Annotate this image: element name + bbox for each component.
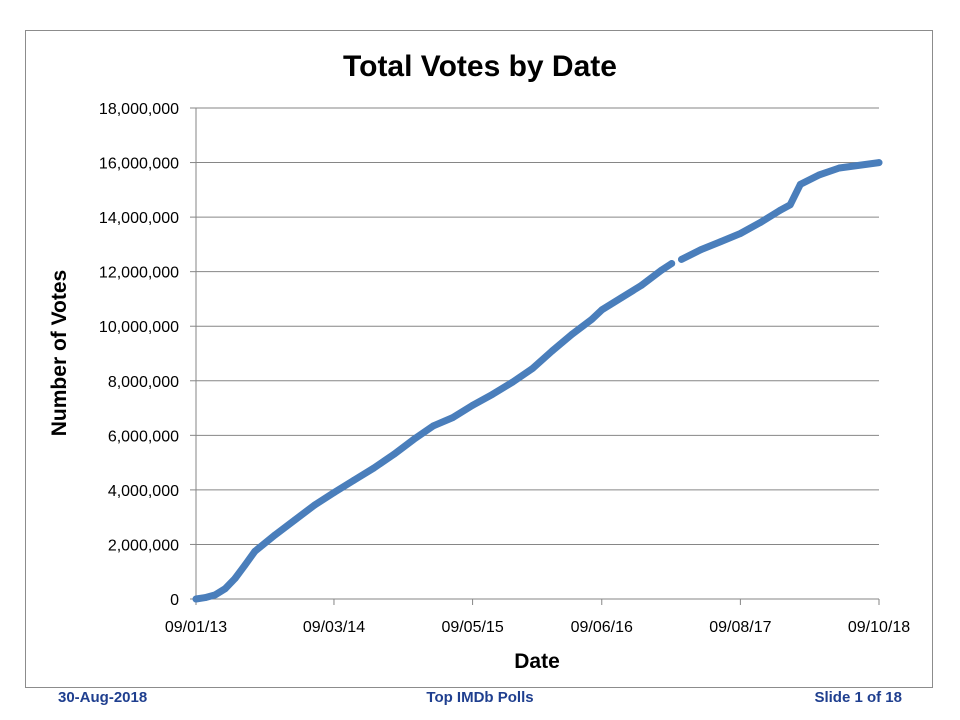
data-point xyxy=(221,585,229,592)
x-tick-label: 09/06/16 xyxy=(571,619,633,636)
data-point xyxy=(786,201,794,209)
x-axis-tick-labels: 09/01/13 09/03/14 09/05/15 09/06/16 09/08/17… xyxy=(165,619,910,636)
y-tick-label: 6,000,000 xyxy=(108,428,179,445)
data-point xyxy=(330,489,338,496)
data-point xyxy=(311,501,319,509)
data-point xyxy=(548,347,556,355)
data-point xyxy=(211,591,219,599)
y-tick-label: 8,000,000 xyxy=(108,374,179,391)
data-point xyxy=(678,256,685,263)
footer-date: 30-Aug-2018 xyxy=(58,689,148,706)
data-point xyxy=(251,547,259,555)
y-tick-label: 12,000,000 xyxy=(99,265,179,282)
data-point xyxy=(638,281,645,289)
data-point xyxy=(816,171,823,179)
data-point xyxy=(231,575,239,582)
data-point xyxy=(737,230,744,237)
y-axis-label: Number of Votes xyxy=(48,270,71,436)
data-point xyxy=(697,246,705,254)
data-point xyxy=(202,594,210,601)
data-point xyxy=(657,266,665,274)
footer-presentation-title: Top IMDb Polls xyxy=(426,689,534,706)
series-total-votes xyxy=(192,159,883,603)
y-tick-label: 10,000,000 xyxy=(99,319,179,336)
data-point xyxy=(350,476,358,484)
data-point xyxy=(370,464,378,472)
data-point xyxy=(449,414,457,421)
data-point xyxy=(618,294,625,301)
data-point xyxy=(509,378,516,386)
y-tick-label: 0 xyxy=(170,592,179,609)
axes xyxy=(190,107,880,605)
data-point xyxy=(717,238,724,246)
y-axis-tick-labels: 0 2,000,000 4,000,000 6,000,000 8,000,000 10,… xyxy=(99,101,179,609)
data-point xyxy=(469,401,476,409)
data-point xyxy=(588,316,596,323)
data-point xyxy=(796,181,804,188)
x-tick-label: 09/01/13 xyxy=(165,619,227,636)
x-tick-label: 09/03/14 xyxy=(303,619,365,636)
y-tick-label: 16,000,000 xyxy=(99,156,179,173)
data-point xyxy=(430,422,437,430)
data-point xyxy=(568,331,576,338)
data-point xyxy=(291,516,299,524)
data-point xyxy=(271,531,279,539)
data-point xyxy=(756,219,764,227)
data-point xyxy=(875,159,883,167)
data-point xyxy=(390,451,398,458)
chart-svg: Total Votes by Date 0 2,000,000 4,000,000 6… xyxy=(48,50,910,673)
data-point xyxy=(410,436,418,443)
data-point xyxy=(598,306,606,314)
x-tick-label: 09/08/17 xyxy=(709,619,771,636)
data-point xyxy=(668,260,676,267)
chart-frame: Total Votes by Date 0 2,000,000 4,000,000 6… xyxy=(25,30,933,688)
series-line-segment xyxy=(192,260,676,603)
chart-title: Total Votes by Date xyxy=(343,50,617,83)
data-point xyxy=(192,595,200,603)
y-tick-label: 18,000,000 xyxy=(99,101,179,118)
data-point xyxy=(529,365,536,372)
x-axis-label: Date xyxy=(514,650,560,673)
y-tick-label: 14,000,000 xyxy=(99,210,179,227)
x-tick-label: 09/05/15 xyxy=(441,619,503,636)
data-point xyxy=(835,164,843,172)
data-point xyxy=(489,391,496,398)
x-tick-label: 09/10/18 xyxy=(848,619,910,636)
gridlines xyxy=(196,107,879,545)
y-tick-label: 4,000,000 xyxy=(108,483,179,500)
footer-slide-number: Slide 1 of 18 xyxy=(814,689,902,706)
data-point xyxy=(241,561,249,569)
data-point xyxy=(776,206,784,214)
y-tick-label: 2,000,000 xyxy=(108,537,179,554)
